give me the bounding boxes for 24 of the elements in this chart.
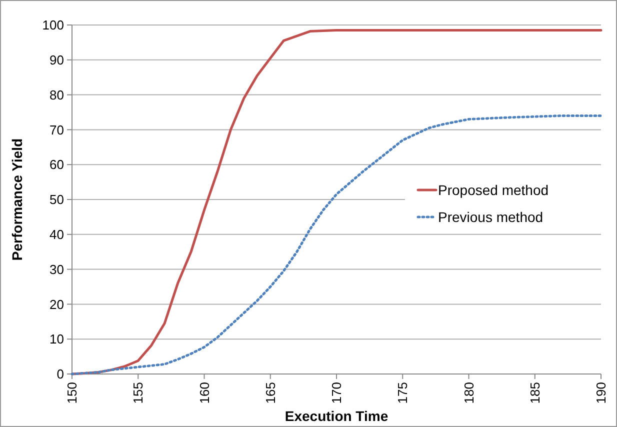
x-tick-label: 155 <box>130 382 146 404</box>
y-tick-label: 10 <box>50 332 64 347</box>
x-tick-label: 160 <box>196 382 212 404</box>
y-tick-label: 90 <box>50 52 64 68</box>
y-tick-label: 20 <box>50 296 64 312</box>
y-tick-label: 0 <box>56 366 64 382</box>
y-tick-label: 60 <box>50 157 64 172</box>
legend-label: Previous method <box>438 208 544 225</box>
x-axis-title: Execution Time <box>284 408 388 424</box>
y-tick-label: 30 <box>50 262 64 277</box>
x-tick-label: 185 <box>527 382 542 404</box>
y-tick-label: 40 <box>50 226 64 242</box>
x-tick-label: 190 <box>594 382 609 404</box>
y-tick-label: 50 <box>50 192 64 208</box>
x-tick-label: 170 <box>329 382 344 404</box>
y-axis-title: Performance Yield <box>9 138 25 261</box>
x-tick-label: 150 <box>64 382 80 404</box>
x-tick-label: 180 <box>461 382 476 404</box>
x-tick-label: 175 <box>395 382 410 404</box>
y-tick-label: 80 <box>50 87 64 102</box>
y-tick-label: 100 <box>42 18 64 33</box>
legend-label: Proposed method <box>438 182 549 198</box>
x-tick-label: 165 <box>262 382 278 404</box>
y-tick-label: 70 <box>50 122 64 138</box>
